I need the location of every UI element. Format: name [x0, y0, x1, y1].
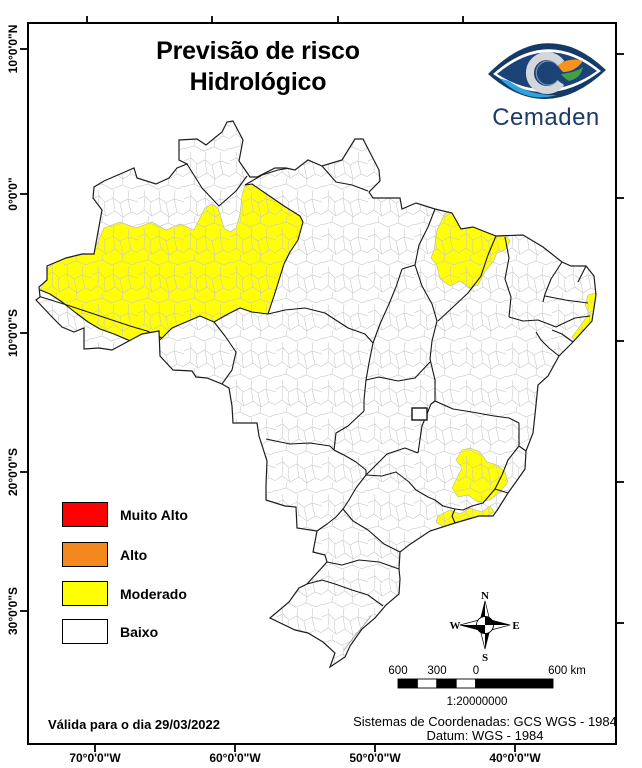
- lat-label-20s: 20°0'0"S: [6, 448, 20, 496]
- compass-e-label: E: [512, 620, 519, 632]
- scale-label-600km: 600 km: [548, 665, 586, 677]
- legend-item-baixo: Baixo: [62, 619, 158, 644]
- lat-label-30s: 30°0'0"S: [6, 587, 20, 635]
- datum-line: Datum: WGS - 1984: [426, 728, 544, 743]
- axis-labels: 70°0'0"W 60°0'0"W 50°0'0"W 40°0'0"W 10°0…: [6, 25, 541, 765]
- legend-swatch-muito-alto: [62, 502, 108, 527]
- cemaden-logo: [485, 34, 609, 106]
- coord-system-line: Sistemas de Coordenadas: GCS WGS - 1984: [353, 714, 617, 729]
- cemaden-eye-icon: [488, 40, 606, 100]
- legend-label-muito-alto: Muito Alto: [120, 506, 188, 523]
- legend-swatch-alto: [62, 542, 108, 567]
- lon-label-60w: 60°0'0"W: [209, 751, 261, 765]
- compass-n-label: N: [481, 590, 489, 602]
- legend-label-alto: Alto: [120, 546, 148, 563]
- lon-label-40w: 40°0'0"W: [489, 751, 541, 765]
- legend-item-muito-alto: Muito Alto: [62, 502, 188, 527]
- page-title: Previsão de risco Hidrológico: [108, 36, 408, 98]
- title-line-1: Previsão de risco: [156, 37, 360, 65]
- legend-swatch-moderado: [62, 581, 108, 606]
- legend-item-alto: Alto: [62, 542, 147, 567]
- legend-swatch-baixo: [62, 619, 108, 644]
- compass-w-label: W: [450, 620, 461, 632]
- scale-label-0: 0: [473, 665, 479, 677]
- lon-label-70w: 70°0'0"W: [69, 751, 121, 765]
- coordinate-system-note: Sistemas de Coordenadas: GCS WGS - 1984 …: [352, 715, 618, 743]
- lon-label-50w: 50°0'0"W: [349, 751, 401, 765]
- lat-label-10n: 10°0'0"N: [6, 25, 20, 74]
- compass-rose: N S W E: [450, 590, 520, 664]
- scale-ratio: 1:20000000: [447, 696, 508, 708]
- distrito-federal-box: [411, 407, 428, 421]
- legend-label-moderado: Moderado: [120, 585, 187, 602]
- scale-label-300: 300: [427, 665, 446, 677]
- valid-date: Válida para o dia 29/03/2022: [48, 717, 220, 732]
- legend-label-baixo: Baixo: [120, 623, 159, 640]
- scale-label-600-left: 600: [388, 665, 407, 677]
- lat-label-0: 0°0'0": [6, 177, 20, 210]
- legend-item-moderado: Moderado: [62, 581, 187, 606]
- cemaden-wordmark: Cemaden: [492, 104, 600, 131]
- compass-s-label: S: [482, 652, 488, 664]
- scale-bar: 600 300 0 600 km 1:20000000: [388, 665, 585, 708]
- graticule-ticks: [20, 16, 624, 752]
- title-line-2: Hidrológico: [189, 68, 327, 96]
- lat-label-10s: 10°0'0"S: [6, 309, 20, 357]
- lagoon-line: [343, 615, 372, 651]
